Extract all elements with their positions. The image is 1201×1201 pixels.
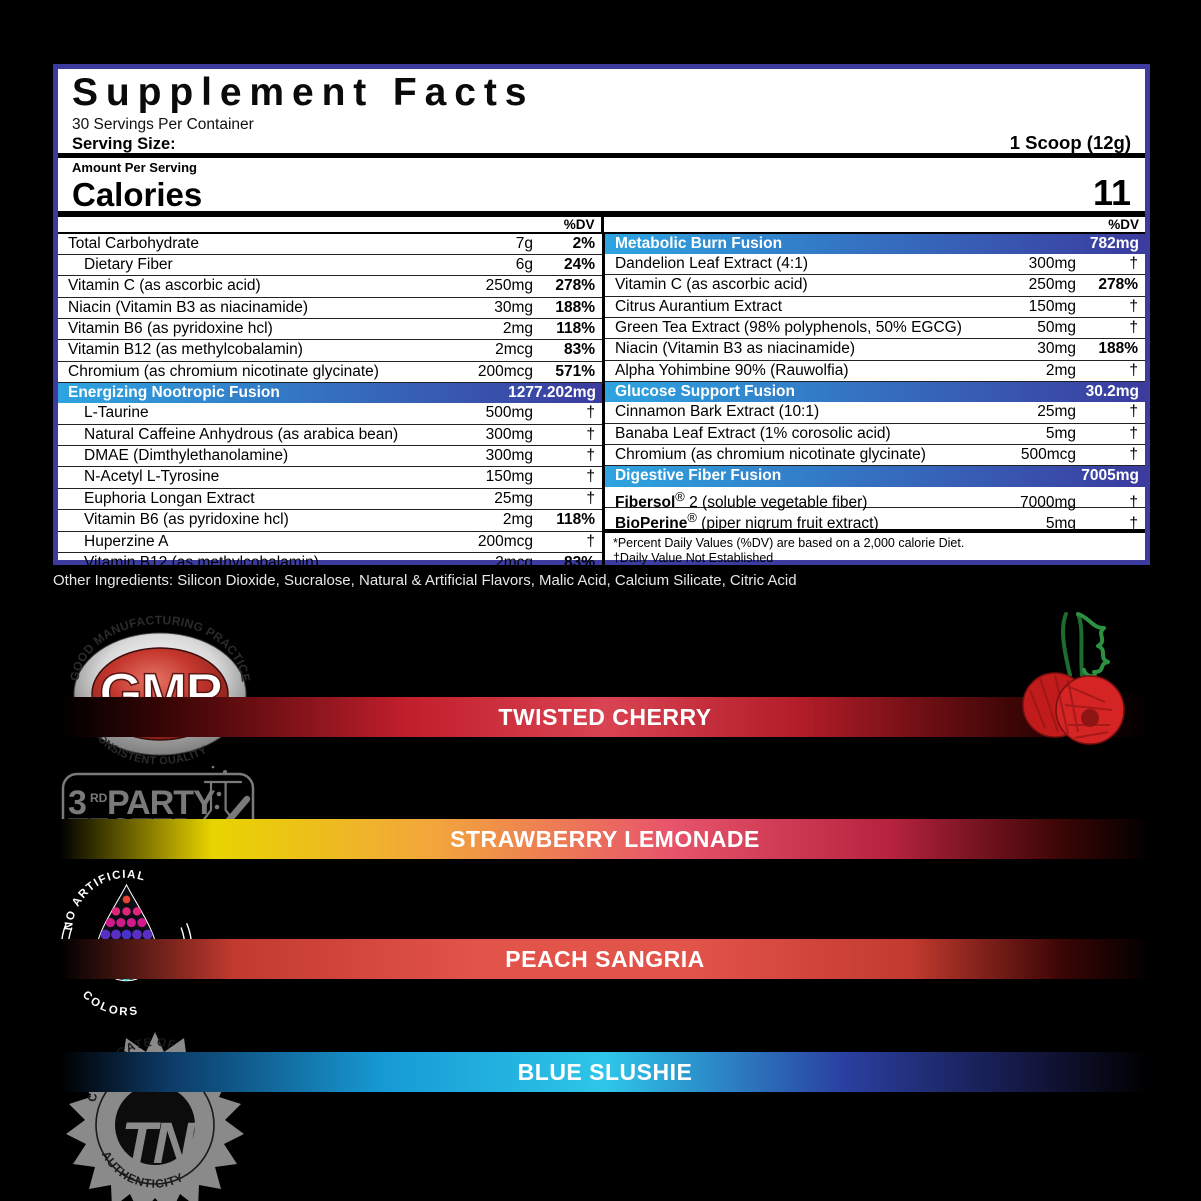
svg-text:TN: TN [121,1111,195,1176]
svg-text:RD: RD [90,791,108,805]
svg-text:COLORS: COLORS [80,989,140,1018]
